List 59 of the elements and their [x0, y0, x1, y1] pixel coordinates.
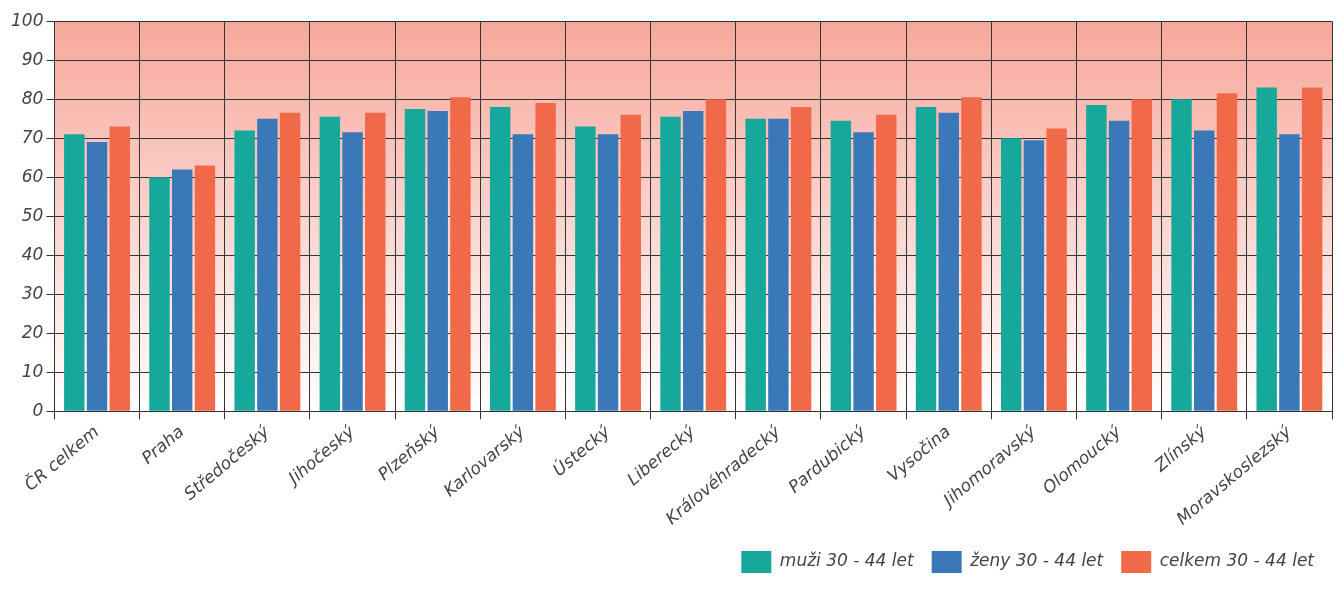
bar: [745, 118, 766, 411]
bar: [683, 110, 704, 411]
bar: [790, 107, 812, 411]
y-tick-label: 30: [21, 282, 44, 303]
y-tick-label: 20: [21, 321, 44, 342]
bar: [427, 110, 448, 411]
bar: [1194, 130, 1215, 411]
y-tick-label: 40: [21, 243, 44, 264]
bar: [1131, 99, 1153, 411]
bar: [194, 165, 216, 411]
bar: [1256, 87, 1277, 411]
bar: [853, 132, 874, 411]
legend-label: celkem 30 - 44 let: [1159, 550, 1316, 571]
bar: [620, 114, 641, 411]
bar: [938, 112, 959, 411]
legend-label: muži 30 - 44 let: [779, 550, 915, 571]
y-tick-label: 100: [10, 9, 44, 30]
bar: [1086, 105, 1107, 411]
bar: [365, 112, 386, 411]
bar: [575, 126, 596, 411]
y-tick-label: 90: [21, 48, 44, 69]
bar: [171, 169, 193, 411]
y-tick-label: 70: [21, 126, 44, 147]
bar: [1108, 120, 1130, 411]
bar: [1279, 134, 1300, 411]
bar: [257, 118, 278, 411]
bar: [1023, 140, 1045, 411]
y-tick-label: 0: [32, 399, 44, 420]
bar: [234, 130, 255, 411]
bar: [512, 134, 534, 411]
bar: [1000, 138, 1022, 411]
bar: [1046, 128, 1067, 411]
y-tick-label: 10: [21, 360, 44, 381]
legend-label: ženy 30 - 44 let: [969, 550, 1105, 571]
y-tick-label: 60: [21, 165, 44, 186]
bar: [535, 103, 556, 411]
bar: [768, 118, 789, 411]
bar: [319, 116, 341, 411]
bar: [450, 97, 471, 411]
bar: [1216, 93, 1238, 411]
bar: [830, 120, 852, 411]
bar: [149, 177, 170, 411]
y-tick-label: 50: [21, 204, 44, 225]
bar: [597, 134, 619, 411]
bar: [1171, 99, 1192, 411]
bar: [86, 142, 108, 411]
bar: [64, 134, 85, 411]
bar: [279, 112, 301, 411]
bar: [342, 132, 363, 411]
bar: [961, 97, 982, 411]
bar: [109, 126, 130, 411]
y-tick-label: 80: [21, 87, 44, 108]
bar: [489, 107, 511, 411]
bar: [404, 108, 426, 411]
bar: [705, 99, 727, 411]
bar: [660, 116, 681, 411]
bar: [876, 114, 897, 411]
bar: [915, 107, 937, 411]
bar: [1301, 87, 1323, 411]
